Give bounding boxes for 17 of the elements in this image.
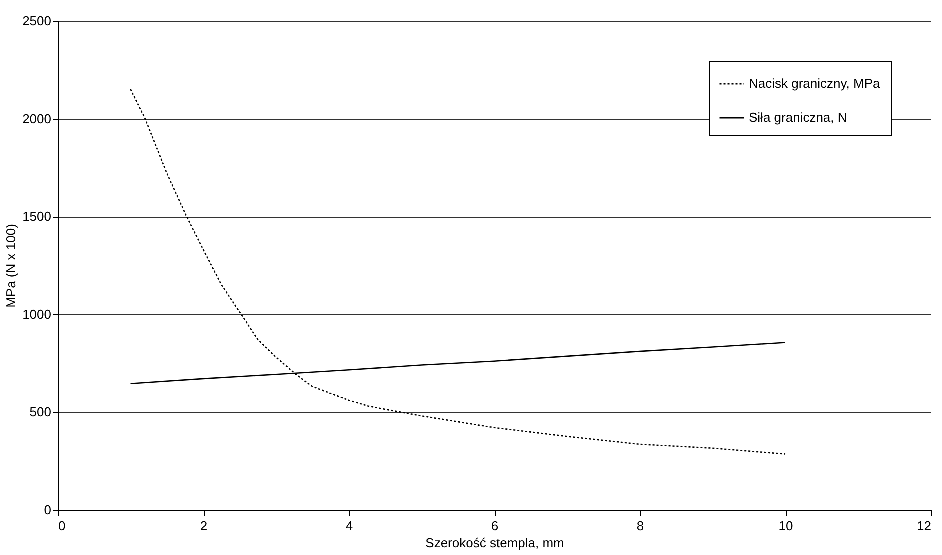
x-axis-title: Szerokość stempla, mm bbox=[426, 536, 564, 550]
legend-label: Nacisk graniczny, MPa bbox=[749, 76, 882, 91]
y-tick-label: 500 bbox=[30, 404, 52, 420]
x-tick-label: 8 bbox=[636, 518, 644, 534]
x-tick-label: 0 bbox=[58, 518, 66, 534]
y-tick-label: 2500 bbox=[22, 14, 52, 28]
x-tick-label: 12 bbox=[917, 518, 932, 534]
y-tick-label: 1500 bbox=[22, 209, 52, 224]
y-tick-label: 1000 bbox=[22, 306, 52, 322]
y-axis-title: MPa (N x 100) bbox=[4, 224, 19, 308]
x-tick-label: 6 bbox=[491, 518, 499, 534]
legend-label: Siła graniczna, N bbox=[749, 110, 848, 125]
x-tick-label: 4 bbox=[346, 518, 354, 534]
y-tick-label: 2000 bbox=[22, 111, 52, 126]
x-tick-label: 2 bbox=[200, 518, 208, 534]
x-tick-label: 10 bbox=[778, 518, 794, 534]
y-tick-label: 0 bbox=[44, 502, 52, 518]
